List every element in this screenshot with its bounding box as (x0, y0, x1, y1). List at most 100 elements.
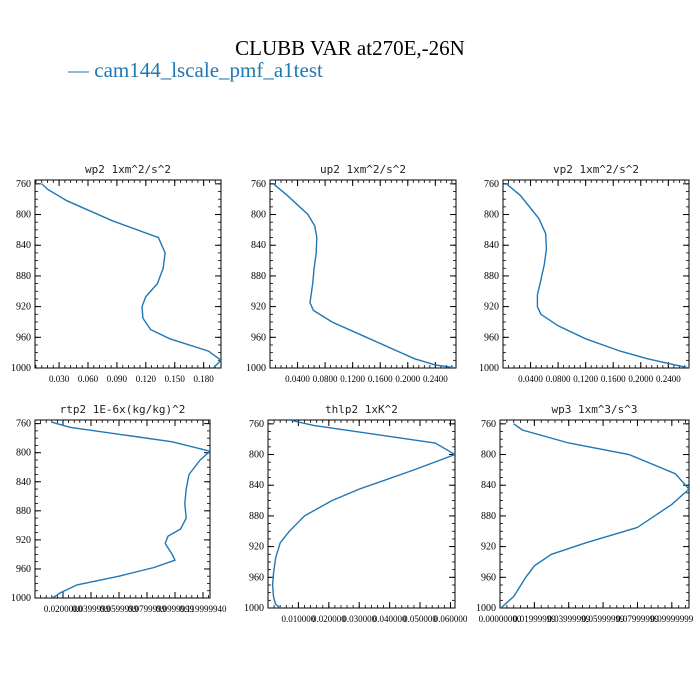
y-tick-label-wp2: 960 (16, 332, 31, 343)
y-tick-label-thlp2: 840 (249, 480, 264, 491)
panel-title-up2: up2 1xm^2/s^2 (320, 163, 406, 176)
y-tick-label-thlp2: 800 (249, 450, 264, 461)
series-line-vp2 (505, 183, 689, 368)
x-tick-label-wp2: 0.120 (136, 374, 157, 384)
x-tick-label-vp2: 0.0800 (546, 374, 571, 384)
panel-title-vp2: vp2 1xm^2/s^2 (553, 163, 639, 176)
y-tick-label-rtp2: 880 (16, 506, 31, 517)
y-tick-label-rtp2: 840 (16, 477, 31, 488)
x-tick-label-thlp2: 0.010000 (282, 614, 316, 624)
legend-entry: — cam144_lscale_pmf_a1test (68, 58, 323, 82)
y-tick-label-wp2: 800 (16, 210, 31, 221)
y-tick-label-wp3: 840 (481, 480, 496, 491)
y-tick-label-rtp2: 1000 (11, 593, 31, 604)
y-tick-label-wp2: 1000 (11, 363, 31, 374)
x-tick-label-vp2: 0.1200 (573, 374, 598, 384)
y-tick-label-thlp2: 960 (249, 572, 264, 583)
x-tick-label-vp2: 0.1600 (601, 374, 626, 384)
y-tick-label-vp2: 840 (484, 240, 499, 251)
x-tick-label-up2: 0.2400 (423, 374, 448, 384)
panel-wp3: wp3 1xm^3/s^3 0.000000000.019999990.03999… (476, 403, 694, 624)
x-tick-label-vp2: 0.0400 (518, 374, 543, 384)
x-tick-label-wp3: 0.00000000 (479, 614, 522, 624)
x-tick-label-rtp2: 0.0200000 (44, 604, 83, 614)
series-line-wp2 (41, 183, 221, 368)
x-tick-label-rtp2: 0.0999999 (156, 604, 195, 614)
panel-thlp2: thlp2 1xK^2 0.0100000.0200000.0300000.040… (244, 403, 468, 624)
x-tick-label-wp2: 0.060 (78, 374, 99, 384)
frame-wp2 (34, 179, 222, 369)
series-line-rtp2 (51, 421, 210, 598)
x-tick-label-rtp2: 0.119999940 (180, 604, 227, 614)
y-tick-label-thlp2: 1000 (244, 603, 264, 614)
x-tick-label-wp2: 0.030 (49, 374, 70, 384)
panel-title-rtp2: rtp2 1E-6x(kg/kg)^2 (60, 403, 186, 416)
x-tick-label-up2: 0.1600 (368, 374, 393, 384)
x-tick-label-wp3: 0.05999999 (582, 614, 625, 624)
x-tick-label-wp3: 0.07999999 (616, 614, 659, 624)
panel-rtp2: rtp2 1E-6x(kg/kg)^20.02000000.03999990.0… (11, 403, 227, 614)
frame-rtp2 (34, 419, 211, 599)
panel-up2: up2 1xm^2/s^20.0400 0.0800 0.1200 0.1600 0.2… (246, 163, 457, 384)
x-tick-label-rtp2: 0.0599999 (100, 604, 139, 614)
frame-thlp2 (267, 419, 456, 609)
panel-vp2: vp2 1xm^2/s^20.0400 0.0800 0.1200 0.1600 0.2… (479, 163, 690, 384)
frame-wp3 (499, 419, 690, 609)
y-tick-label-rtp2: 800 (16, 448, 31, 459)
x-tick-label-wp2: 0.090 (107, 374, 128, 384)
y-tick-label-vp2: 760 (484, 179, 499, 190)
series-line-wp3 (500, 423, 689, 608)
x-tick-label-up2: 0.0400 (285, 374, 310, 384)
frame-up2 (269, 179, 457, 369)
y-tick-label-rtp2: 920 (16, 535, 31, 546)
panel-title-thlp2: thlp2 1xK^2 (325, 403, 398, 416)
x-tick-label-wp2: 0.150 (165, 374, 186, 384)
y-tick-label-thlp2: 760 (249, 419, 264, 430)
y-tick-label-wp3: 1000 (476, 603, 496, 614)
y-tick-label-vp2: 920 (484, 302, 499, 313)
x-tick-label-wp3: 0.03999999 (547, 614, 590, 624)
y-tick-label-wp3: 800 (481, 450, 496, 461)
y-tick-label-wp2: 840 (16, 240, 31, 251)
y-tick-label-wp2: 880 (16, 271, 31, 282)
y-tick-label-up2: 760 (251, 179, 266, 190)
y-tick-label-thlp2: 920 (249, 542, 264, 553)
x-tick-label-thlp2: 0.050000 (403, 614, 437, 624)
y-tick-label-vp2: 800 (484, 210, 499, 221)
x-tick-label-wp3: 0.01999999 (513, 614, 556, 624)
y-tick-label-rtp2: 760 (16, 419, 31, 430)
panel-title-wp3: wp3 1xm^3/s^3 (551, 403, 637, 416)
x-tick-label-thlp2: 0.060000 (434, 614, 468, 624)
y-tick-label-up2: 800 (251, 210, 266, 221)
y-tick-label-vp2: 960 (484, 332, 499, 343)
series-line-thlp2 (271, 420, 455, 608)
panel-title-wp2: wp2 1xm^2/s^2 (85, 163, 171, 176)
x-tick-label-up2: 0.1200 (340, 374, 365, 384)
y-tick-label-vp2: 1000 (479, 363, 499, 374)
y-tick-label-up2: 920 (251, 302, 266, 313)
x-tick-label-rtp2: 0.0799999 (128, 604, 167, 614)
x-tick-label-vp2: 0.2000 (628, 374, 653, 384)
y-tick-label-wp2: 760 (16, 179, 31, 190)
y-tick-label-wp3: 960 (481, 572, 496, 583)
y-tick-label-wp3: 880 (481, 511, 496, 522)
figure-title: CLUBB VAR at270E,-26N (235, 36, 465, 60)
x-tick-label-thlp2: 0.040000 (373, 614, 407, 624)
x-tick-label-vp2: 0.2400 (656, 374, 681, 384)
x-tick-label-rtp2: 0.0399999 (72, 604, 111, 614)
x-tick-label-wp2: 0.180 (194, 374, 215, 384)
x-tick-label-up2: 0.2000 (395, 374, 420, 384)
y-tick-label-up2: 880 (251, 271, 266, 282)
x-tick-label-up2: 0.0800 (313, 374, 338, 384)
y-tick-label-up2: 840 (251, 240, 266, 251)
y-tick-label-up2: 1000 (246, 363, 266, 374)
y-tick-label-rtp2: 960 (16, 564, 31, 575)
y-tick-label-wp3: 760 (481, 419, 496, 430)
y-tick-label-thlp2: 880 (249, 511, 264, 522)
y-tick-label-wp2: 920 (16, 302, 31, 313)
x-tick-label-thlp2: 0.030000 (342, 614, 376, 624)
x-tick-label-thlp2: 0.020000 (312, 614, 346, 624)
panel-wp2: wp2 1xm^2/s^2 0.030 0.060 0.090 0.120 0.150 0.… (11, 163, 222, 384)
